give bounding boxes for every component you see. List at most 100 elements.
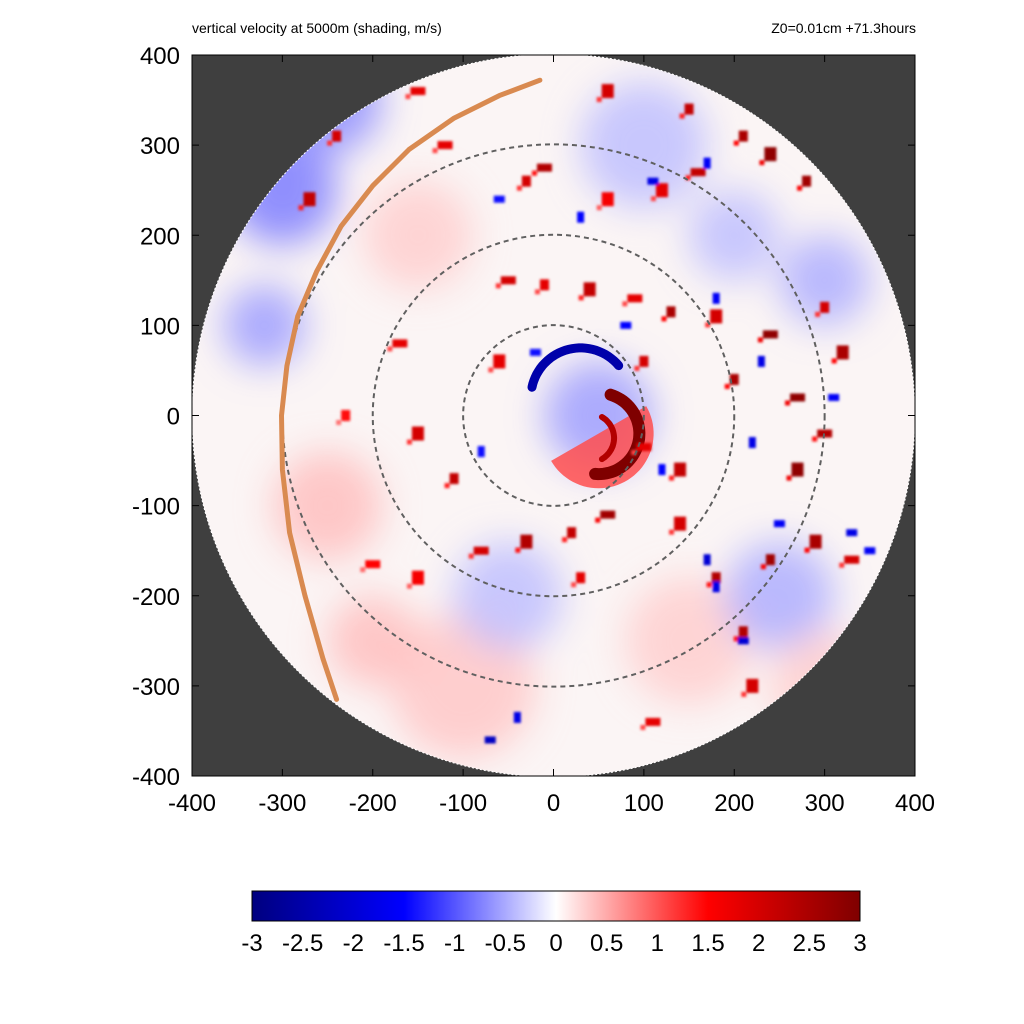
downdraft-cell	[712, 292, 720, 304]
updraft-cell	[639, 355, 649, 367]
x-tick-label: 400	[895, 790, 935, 817]
updraft-cell	[583, 282, 596, 297]
updraft-cell-fringe	[596, 97, 602, 103]
trajectory-line	[279, 77, 543, 702]
updraft-cell	[600, 510, 616, 519]
updraft-cell-fringe	[360, 567, 366, 573]
updraft-cell-fringe	[839, 562, 845, 568]
updraft-cell	[844, 555, 860, 564]
updraft-cell	[666, 306, 676, 318]
downdraft-cell	[493, 195, 505, 203]
updraft-cell	[738, 130, 748, 142]
inner-downdraft-arc	[527, 343, 624, 392]
range-ring-100	[462, 324, 645, 507]
downdraft-cell	[513, 711, 521, 723]
y-tick-label: -400	[132, 764, 180, 791]
downdraft-cell	[647, 177, 659, 185]
updraft-cell	[500, 276, 516, 285]
background-shade	[580, 81, 708, 209]
y-tick-label: 0	[167, 404, 180, 431]
updraft-cell-fringe	[406, 439, 412, 445]
downdraft-cell	[737, 637, 749, 645]
downdraft-cell	[748, 437, 756, 449]
updraft-cell-fringe	[785, 400, 791, 406]
downdraft-cell	[620, 321, 632, 329]
y-tick-label: -300	[132, 674, 180, 701]
updraft-cell	[576, 572, 586, 584]
updraft-cell	[536, 163, 552, 172]
updraft-cell	[410, 87, 426, 96]
range-ring-300	[281, 143, 826, 688]
downdraft-cell	[828, 393, 840, 401]
downdraft-cell	[658, 464, 666, 476]
updraft-cell-fringe	[724, 383, 730, 389]
updraft-cell-fringe	[733, 140, 739, 146]
colorbar-tick-label: 0	[549, 930, 562, 957]
background-shade	[779, 235, 870, 326]
downdraft-cell	[757, 355, 765, 367]
updraft-cell	[674, 516, 687, 531]
updraft-cell	[674, 462, 687, 477]
updraft-cell-fringe	[815, 311, 821, 317]
updraft-cell	[684, 103, 694, 115]
downdraft-cell	[703, 554, 711, 566]
downdraft-cell	[484, 736, 496, 744]
downdraft-cell	[773, 520, 785, 528]
updraft-cell-fringe	[669, 529, 675, 535]
updraft-cell-fringe	[515, 547, 521, 553]
updraft-cell	[567, 527, 577, 539]
x-tick-label: 100	[624, 790, 664, 817]
colorbar-tick-label: 2	[752, 930, 765, 957]
y-tick-label: 100	[140, 313, 180, 340]
updraft-cell-fringe	[741, 691, 747, 697]
updraft-cell-fringe	[786, 475, 792, 481]
updraft-cell-fringe	[495, 283, 501, 289]
x-tick-label: 0	[547, 790, 560, 817]
updraft-cell	[790, 393, 806, 402]
updraft-cell	[520, 534, 533, 549]
updraft-cell-fringe	[444, 483, 450, 489]
background-shade	[625, 577, 753, 705]
updraft-cell-fringe	[804, 547, 810, 553]
updraft-cell	[411, 570, 424, 585]
x-tick-label: -100	[439, 790, 487, 817]
background-shade	[390, 613, 536, 759]
updraft-cell	[627, 294, 643, 303]
updraft-cell-fringe	[797, 185, 803, 191]
colorbar-tick-label: -1	[444, 930, 465, 957]
updraft-cell	[521, 175, 531, 187]
updraft-cell-fringe	[634, 365, 640, 371]
colorbar: -3 -2.5 -2 -1.5 -1 -0.5 0 0.5 1 1.5 2 2.5 3	[241, 890, 867, 957]
updraft-cell	[437, 141, 453, 150]
updraft-cell-fringe	[757, 337, 763, 343]
updraft-cell-fringe	[336, 420, 342, 425]
updraft-cell	[710, 309, 723, 324]
updraft-cell-fringe	[571, 582, 577, 588]
y-axis: 400 300 200 100 0 -100 -200 -300 -400	[132, 43, 180, 791]
y-tick-label: 400	[140, 43, 180, 70]
updraft-cell-fringe	[578, 295, 584, 301]
downdraft-cell	[846, 529, 858, 537]
colorbar-tick-label: -0.5	[485, 930, 526, 957]
updraft-cell-fringe	[432, 148, 438, 154]
updraft-cell-fringe	[640, 724, 646, 730]
downdraft-cell	[577, 211, 585, 223]
updraft-cell-fringe	[468, 553, 474, 559]
colorbar-tick-label: 0.5	[590, 930, 623, 957]
x-tick-label: 200	[714, 790, 754, 817]
eyewall-updraft-arc	[589, 388, 646, 481]
updraft-cell	[809, 534, 822, 549]
updraft-cell	[341, 410, 351, 421]
background-shade	[725, 541, 834, 650]
updraft-cell	[392, 339, 408, 348]
updraft-cell-fringe	[759, 160, 765, 166]
updraft-cell	[601, 84, 614, 99]
y-tick-label: 200	[140, 223, 180, 250]
updraft-cell	[539, 279, 549, 291]
updraft-cell-fringe	[631, 450, 637, 456]
range-ring-200	[371, 233, 736, 598]
updraft-cell-fringe	[406, 583, 412, 589]
background-shade	[273, 451, 382, 560]
colorbar-tick-labels: -3 -2.5 -2 -1.5 -1 -0.5 0 0.5 1 1.5 2 2.5 3	[241, 930, 866, 957]
